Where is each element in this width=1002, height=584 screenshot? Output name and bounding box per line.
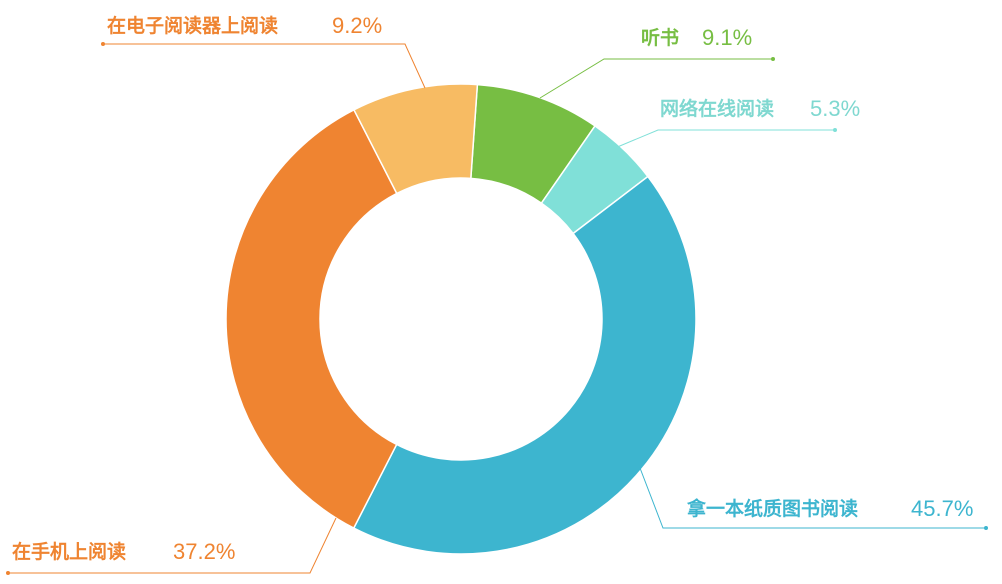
leader-dot-online [833,128,837,132]
label-ereader: 在电子阅读器上阅读 9.2% [101,13,426,89]
label-paper-book: 拿一本纸质图书阅读 45.7% [639,467,988,530]
leader-line-ereader [103,43,426,89]
slice-value-online: 5.3% [810,96,860,121]
leader-line-online [614,129,835,149]
slice-value-audiobook: 9.1% [702,25,752,50]
leader-line-audiobook [539,58,773,99]
label-online: 网络在线阅读 5.3% [614,96,860,149]
slice-label-paper-book: 拿一本纸质图书阅读 [686,497,858,520]
slice-label-ereader: 在电子阅读器上阅读 [107,14,278,37]
leader-dot-audiobook [771,57,775,61]
leader-dot-ereader [101,42,105,46]
label-audiobook: 听书 9.1% [539,25,775,99]
slice-value-paper-book: 45.7% [911,496,973,521]
slice-paper-book [352,175,697,555]
slice-label-audiobook: 听书 [641,26,679,49]
slice-label-phone: 在手机上阅读 [12,540,126,563]
slice-ereader [352,83,479,195]
leader-dot-phone [6,571,10,575]
leader-line-paper-book [639,467,986,529]
label-phone: 在手机上阅读 37.2% [6,517,337,575]
leader-line-phone [8,517,337,574]
slice-value-ereader: 9.2% [332,13,382,38]
slice-value-phone: 37.2% [173,539,235,564]
slice-label-online: 网络在线阅读 [660,97,774,120]
donut-slices [225,83,697,555]
leader-dot-paper-book [984,526,988,530]
slice-phone [225,108,398,530]
